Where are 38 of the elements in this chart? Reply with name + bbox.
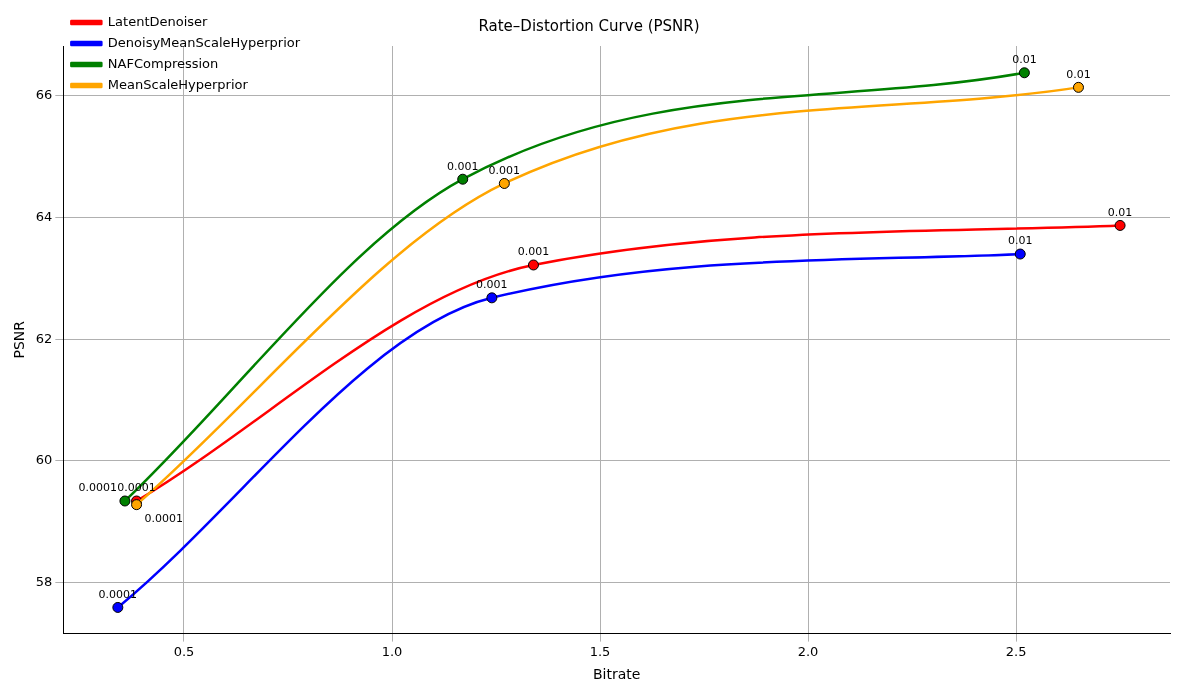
- x-axis-title: Bitrate: [592, 666, 641, 683]
- legend-label: MeanScaleHyperprior: [107, 76, 249, 92]
- point: [527, 259, 539, 271]
- point: [119, 495, 131, 507]
- annotation: 0.01: [1012, 53, 1037, 67]
- y-tick-label: 64: [35, 208, 53, 224]
- point: [498, 177, 510, 189]
- point: [112, 601, 124, 613]
- x-tick-label: 1.5: [589, 643, 611, 659]
- y-tick-label: 60: [35, 452, 53, 468]
- legend-label: DenoisyMeanScaleHyperprior: [107, 34, 301, 50]
- annotation: 0.01: [1066, 67, 1091, 81]
- point: [1014, 248, 1026, 260]
- legend-label: NAFCompression: [107, 55, 219, 71]
- y-axis-title: PSNR: [11, 320, 28, 359]
- annotation: 0.0001: [78, 481, 117, 495]
- point: [457, 173, 469, 185]
- x-tick-label: 2.0: [797, 643, 819, 659]
- y-tick-label: 62: [35, 330, 53, 346]
- annotation: 0.01: [1107, 205, 1133, 219]
- annotation: 0.01: [1007, 234, 1033, 248]
- annotation: 0.001: [476, 278, 508, 292]
- point: [1018, 67, 1030, 79]
- point: [486, 292, 498, 304]
- chart-title: Rate–Distortion Curve (PSNR): [478, 16, 700, 35]
- x-tick-label: 2.5: [1005, 643, 1027, 659]
- y-tick-label: 66: [35, 87, 53, 103]
- legend-label: LatentDenoiser: [107, 13, 209, 29]
- x-tick-label: 1.0: [381, 643, 403, 659]
- annotation: 0.001: [446, 159, 479, 173]
- annotation: 0.001: [488, 163, 521, 177]
- point: [1072, 81, 1084, 93]
- y-tick-label: 58: [35, 573, 53, 589]
- point: [131, 499, 143, 511]
- point: [1114, 219, 1126, 231]
- annotation: 0.0001: [144, 512, 184, 525]
- annotation: 0.001: [517, 245, 550, 259]
- x-tick-label: 0.5: [173, 643, 195, 659]
